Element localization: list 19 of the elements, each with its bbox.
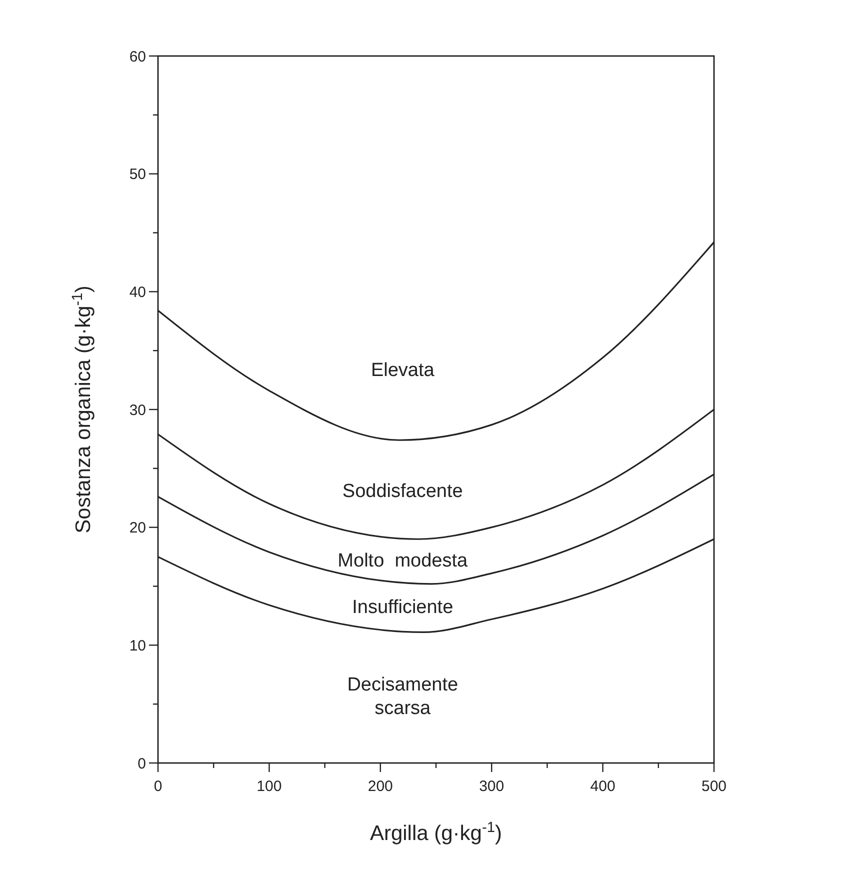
y-tick-label: 40 [129,284,146,301]
y-tick-label: 0 [138,755,146,772]
annotation: Elevata [370,360,435,382]
annotation: Molto modesta [338,550,468,572]
x-tick-label: 200 [368,778,393,795]
x-tick-label: 100 [256,778,282,795]
y-tick-label: 20 [129,520,146,537]
x-tick-label: 300 [479,778,504,795]
x-tick-label: 400 [590,778,616,795]
annotation: Insufficiente [352,597,454,618]
y-tick-label: 10 [129,637,146,654]
x-tick-label: 500 [701,778,727,795]
y-tick-label: 60 [129,48,146,66]
annotation: Soddisfacente [342,481,463,502]
x-tick-label: 0 [154,778,162,795]
y-tick-label: 30 [129,402,146,419]
x-axis-title: Argilla (g·kg$^{-1}$) [370,820,502,845]
y-tick-label: 50 [129,166,146,184]
annotation: Decisamente scarsa [347,674,458,720]
